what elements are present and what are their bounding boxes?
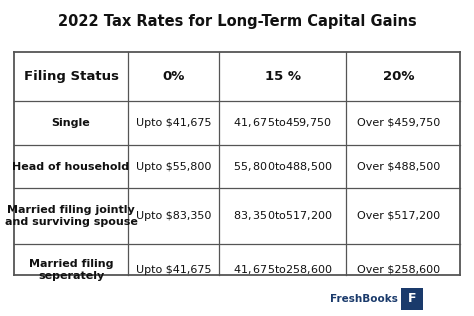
Text: 2022 Tax Rates for Long-Term Capital Gains: 2022 Tax Rates for Long-Term Capital Gai… [58, 14, 416, 29]
Text: Single: Single [52, 118, 91, 128]
Text: Upto $41,675: Upto $41,675 [136, 118, 211, 128]
FancyBboxPatch shape [399, 286, 425, 312]
Text: Over $459,750: Over $459,750 [357, 118, 440, 128]
Text: $83,350 to $517,200: $83,350 to $517,200 [233, 210, 332, 222]
Text: Over $517,200: Over $517,200 [357, 211, 440, 221]
Text: Upto $83,350: Upto $83,350 [136, 211, 211, 221]
Text: Upto $41,675: Upto $41,675 [136, 265, 211, 275]
Text: Married filing
seperately: Married filing seperately [29, 259, 113, 281]
Text: $41,675 to $459,750: $41,675 to $459,750 [233, 116, 332, 130]
Text: Over $488,500: Over $488,500 [357, 161, 440, 172]
Text: Married filing jointly
and surviving spouse: Married filing jointly and surviving spo… [5, 205, 137, 227]
Text: $41,675 to $258,600: $41,675 to $258,600 [233, 263, 332, 276]
Text: FreshBooks: FreshBooks [330, 294, 398, 304]
Text: $55,800 to $488,500: $55,800 to $488,500 [233, 160, 332, 173]
Text: F: F [408, 292, 416, 306]
Text: 20%: 20% [383, 70, 414, 83]
Text: Over $258,600: Over $258,600 [357, 265, 440, 275]
Text: 0%: 0% [162, 70, 185, 83]
Text: Head of household: Head of household [12, 161, 129, 172]
Text: 15 %: 15 % [264, 70, 301, 83]
Text: Filing Status: Filing Status [24, 70, 119, 83]
Text: Upto $55,800: Upto $55,800 [136, 161, 211, 172]
